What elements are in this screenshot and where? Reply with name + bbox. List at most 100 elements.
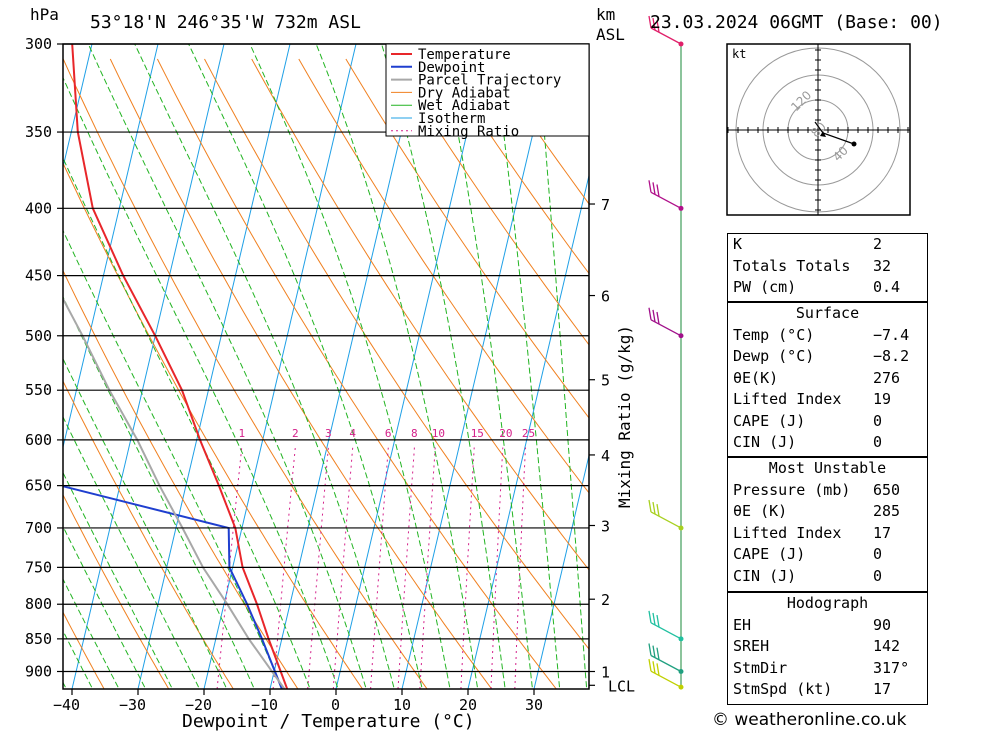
legend-label: Dry Adiabat [418, 85, 511, 101]
most_unstable-value: 0 [873, 545, 883, 563]
dry-adiabat-line [392, 58, 589, 346]
wet-adiabat-line [315, 44, 478, 688]
isotherm-line [0, 44, 26, 689]
indices-value: 2 [873, 235, 883, 253]
dry-adiabat-line [63, 493, 170, 689]
height-tick-label: 6 [601, 288, 610, 306]
wind-barb-flag [656, 504, 660, 517]
hodograph_panel-row: EH 90 [728, 615, 927, 637]
wind-barb [648, 610, 684, 642]
most_unstable-value: 17 [873, 523, 892, 542]
mixing-ratio-label: 4 [349, 427, 356, 440]
height-tick-label: 5 [601, 372, 610, 390]
dry-adiabat-line [298, 58, 589, 494]
pressure-tick-label: 500 [25, 327, 52, 345]
isotherm-line [63, 44, 93, 170]
hodograph_panel-value: 90 [873, 615, 892, 634]
x-tick-label: −10 [251, 696, 278, 714]
indices-row: Totals Totals 32 [728, 256, 927, 278]
mixing-ratio-line [332, 447, 354, 689]
height-unit-km: km [596, 5, 615, 24]
indices-row: PW (cm) 0.4 [728, 277, 927, 299]
most_unstable-key: Pressure (mb) [733, 480, 851, 499]
wet-adiabat-line [381, 44, 506, 688]
surface-key: Lifted Index [733, 390, 842, 408]
wind-barb-flag [652, 612, 656, 626]
temperature-line [71, 44, 289, 689]
surface-row: CIN (J) 0 [728, 432, 927, 454]
x-tick-label: 0 [331, 696, 340, 714]
pressure-tick-label: 900 [25, 663, 52, 681]
hodograph_panel-key: StmDir [733, 658, 788, 677]
wet-adiabat-line [188, 44, 423, 688]
x-tick-label: 20 [459, 696, 477, 714]
hodograph_panel-row: SREH 142 [728, 636, 927, 658]
surface-row: Lifted Index 19 [728, 389, 927, 411]
most_unstable-value: 650 [873, 480, 901, 499]
x-tick-label: 10 [393, 696, 411, 714]
most_unstable-value: 0 [873, 566, 883, 585]
height-tick-label: 7 [601, 196, 610, 214]
wet-adiabat-line [63, 525, 146, 688]
wind-barb [648, 15, 684, 47]
mixing-ratio-line [460, 447, 475, 689]
storm-motion-marker [820, 131, 826, 137]
isotherm-line [63, 44, 159, 450]
indices-key: K [733, 235, 743, 253]
x-axis-label: Dewpoint / Temperature (°C) [182, 711, 475, 732]
mixing-ratio-label: 15 [471, 427, 484, 440]
wet-adiabat-line [63, 76, 338, 688]
pressure-tick-label: 700 [25, 519, 52, 537]
x-tick-label: −20 [185, 696, 212, 714]
wet-adiabat-line [63, 415, 200, 688]
height-tick-label: 1 [601, 664, 610, 682]
isotherm-line [401, 44, 555, 689]
surface-title: Surface [795, 304, 860, 322]
wind-barb-staff [650, 27, 682, 45]
wind-barb-staff [650, 654, 682, 673]
wind-barb-flag [652, 17, 656, 31]
mixing-ratio-line [216, 447, 243, 689]
most_unstable-row: CAPE (J) 0 [728, 544, 927, 566]
surface-value: 0 [873, 433, 883, 451]
mixing-ratio-label: 3 [325, 427, 332, 440]
mixing-ratio-label: 20 [499, 427, 512, 440]
isotherm-line [137, 44, 291, 689]
isotherm-line [203, 44, 357, 689]
wind-barb [648, 659, 684, 690]
mixing-ratio-label: 6 [385, 427, 392, 440]
most_unstable-row: Pressure (mb) 650 [728, 480, 927, 502]
dry-adiabat-line [345, 58, 589, 419]
surface-value: −8.2 [873, 347, 910, 365]
mixing-ratio-line [490, 447, 504, 689]
surface-key: CAPE (J) [733, 411, 806, 430]
pressure-unit-label: hPa [30, 5, 59, 24]
pressure-tick-label: 350 [25, 123, 52, 141]
most_unstable-row: CIN (J) 0 [728, 566, 927, 588]
mixing-ratio-line [370, 447, 389, 689]
indices-value: 32 [873, 256, 892, 275]
wind-barb-flag [656, 663, 660, 676]
most_unstable-row: θE (K) 285 [728, 501, 927, 523]
mixing-ratio-line [272, 447, 296, 689]
legend-label: Dewpoint [418, 60, 485, 76]
isotherm-line [467, 173, 589, 689]
indices-value: 0.4 [873, 278, 901, 296]
surface-panel: Surface Temp (°C) −7.4 Dewp (°C) −8.2 θE(K) 2… [727, 302, 928, 457]
legend-label: Isotherm [418, 111, 485, 127]
pressure-tick-label: 750 [25, 558, 52, 576]
dry-adiabat-line [156, 58, 557, 689]
mixing-ratio-label: 10 [432, 427, 445, 440]
wind-barb-flag [648, 15, 652, 29]
hodograph_panel-row: StmDir 317° [728, 658, 927, 680]
wind-barb-staff [650, 670, 682, 688]
pressure-tick-label: 450 [25, 267, 52, 285]
wind-barb-flag [652, 309, 656, 322]
mixing-ratio-label: 25 [522, 427, 535, 440]
pressure-tick-label: 400 [25, 199, 52, 217]
hodograph_panel-value: 17 [873, 680, 892, 698]
hodograph_panel-row: StmSpd (kt) 17 [728, 679, 927, 701]
pressure-tick-label: 300 [25, 35, 52, 53]
